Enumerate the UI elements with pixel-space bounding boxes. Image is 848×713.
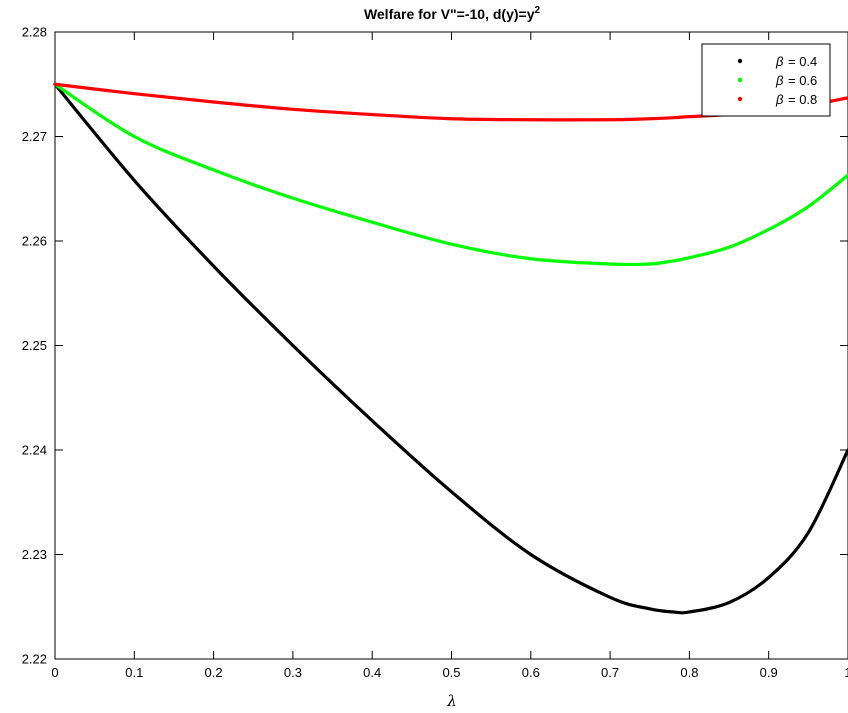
x-tick-label: 0.7 — [601, 665, 619, 680]
chart-title-superscript: 2 — [535, 5, 541, 16]
y-tick-label: 2.22 — [22, 652, 47, 667]
series-line-1 — [53, 82, 848, 267]
legend-box — [701, 43, 831, 117]
legend-marker — [737, 96, 743, 102]
x-axis: 0 0.1 0.2 0.3 0.4 0.5 0.6 0.7 0.8 0.9 1 — [51, 32, 848, 680]
x-tick-label: 0.5 — [442, 665, 460, 680]
chart-title: Welfare for V"=-10, d(y)=y2 — [364, 5, 541, 22]
legend-marker — [737, 58, 743, 64]
legend-value: = 0.6 — [788, 73, 817, 88]
legend-value: = 0.4 — [788, 54, 817, 69]
y-axis: 2.22 2.23 2.24 2.25 2.26 2.27 2.28 — [22, 25, 848, 667]
y-tick-label: 2.24 — [22, 443, 47, 458]
legend-marker — [737, 77, 743, 83]
x-tick-label: 0 — [51, 665, 58, 680]
y-tick-label: 2.25 — [22, 338, 47, 353]
legend-symbol: β — [775, 92, 784, 107]
x-tick-label: 0.6 — [522, 665, 540, 680]
x-tick-label: 0.1 — [125, 665, 143, 680]
y-tick-label: 2.26 — [22, 234, 47, 249]
y-tick-label: 2.27 — [22, 129, 47, 144]
legend-value: = 0.8 — [788, 92, 817, 107]
x-tick-label: 0.9 — [760, 665, 778, 680]
y-tick-label: 2.23 — [22, 547, 47, 562]
x-tick-label: 0.2 — [205, 665, 223, 680]
chart-title-main: Welfare for V"=-10, d(y)=y — [364, 6, 535, 22]
series-line-0 — [53, 82, 848, 615]
plot-area — [54, 31, 848, 660]
legend-symbol: β — [775, 73, 784, 88]
x-axis-label: λ — [446, 692, 457, 710]
y-tick-label: 2.28 — [22, 25, 47, 40]
x-tick-label: 0.8 — [680, 665, 698, 680]
legend: β = 0.4 β = 0.6 β = 0.8 — [701, 43, 831, 117]
legend-symbol: β — [775, 54, 784, 69]
x-tick-label: 0.4 — [363, 665, 381, 680]
x-tick-label: 1 — [844, 665, 848, 680]
x-tick-label: 0.3 — [284, 665, 302, 680]
